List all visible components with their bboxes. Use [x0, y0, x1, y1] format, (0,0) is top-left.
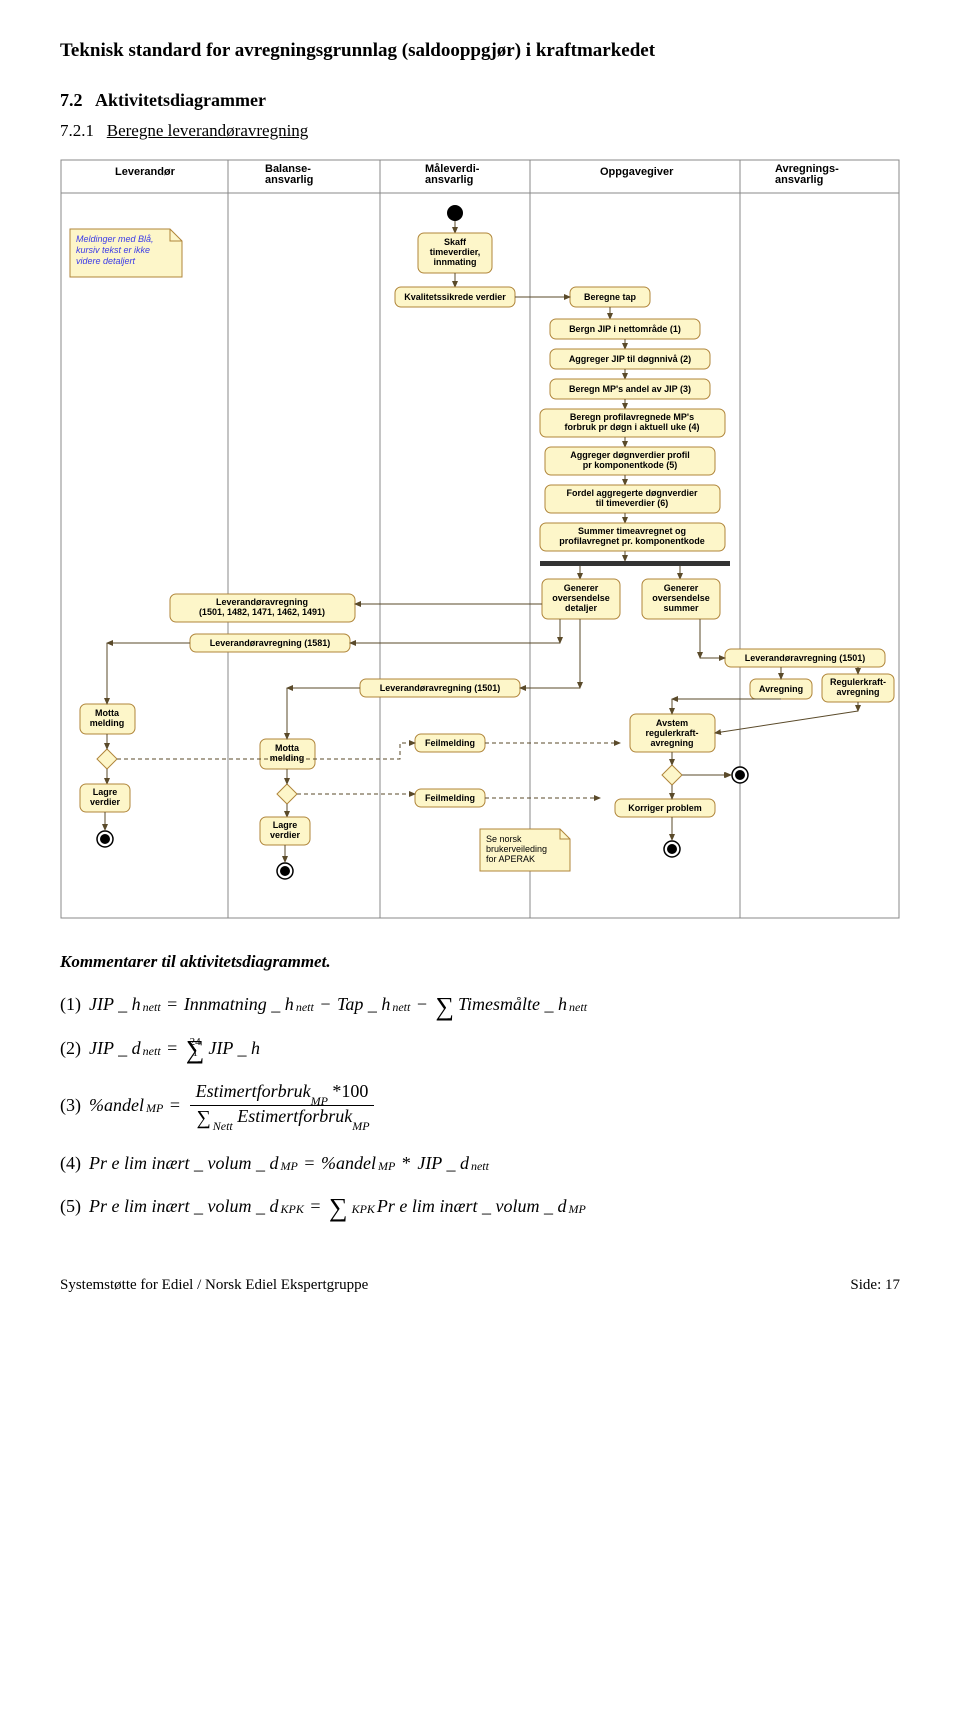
comment-heading: Kommentarer til aktivitetsdiagrammet.	[60, 952, 900, 972]
footer-left: Systemstøtte for Ediel / Norsk Ediel Eks…	[60, 1277, 368, 1294]
lane-0: Leverandør	[115, 166, 176, 178]
svg-text:Aggreger JIP til døgnnivå (2): Aggreger JIP til døgnnivå (2)	[569, 354, 691, 364]
formula-1: (1) JIP _ hnett = Innmatning _ hnett − T…	[60, 994, 900, 1015]
svg-text:Beregn MP's andel av JIP (3): Beregn MP's andel av JIP (3)	[569, 384, 691, 394]
formula-5: (5) Pr e lim inært _ volum _ dKPK = ∑KPK…	[60, 1196, 900, 1217]
h2-num: 7.2	[60, 90, 83, 110]
act-korr: Korriger problem	[628, 803, 702, 813]
svg-text:Regulerkraft-avregning: Regulerkraft-avregning	[830, 677, 886, 697]
footer-right: Side: 17	[850, 1277, 900, 1294]
act-kval: Kvalitetssikrede verdier	[404, 292, 506, 302]
formulas-block: (1) JIP _ hnett = Innmatning _ hnett − T…	[60, 994, 900, 1217]
act-avregn: Avregning	[759, 684, 803, 694]
section-heading-3: 7.2.1 Beregne leverandøravregning	[60, 121, 900, 141]
svg-text:Leverandøravregning(1501, 1482: Leverandøravregning(1501, 1482, 1471, 14…	[199, 597, 325, 617]
formula-4: (4) Pr e lim inært _ volum _ dMP = %ande…	[60, 1153, 900, 1174]
formula-2: (2) JIP _ dnett = 24 ∑ 1 JIP _ h	[60, 1037, 900, 1059]
svg-text:Beregn profilavregnede MP'sfor: Beregn profilavregnede MP'sforbruk pr dø…	[564, 412, 699, 432]
svg-text:Aggreger døgnverdier profilpr: Aggreger døgnverdier profilpr komponentk…	[570, 450, 690, 470]
activity-diagram: Leverandør Balanse-ansvarlig Måleverdi-a…	[60, 159, 900, 924]
act-feil2: Feilmelding	[425, 793, 475, 803]
svg-text:Summer timeavregnet ogprofilav: Summer timeavregnet ogprofilavregnet pr.…	[559, 526, 705, 546]
act-lev-1501a: Leverandøravregning (1501)	[380, 683, 501, 693]
svg-text:Balanse-ansvarlig: Balanse-ansvarlig	[265, 163, 313, 186]
svg-text:Bergn JIP i nettområde (1): Bergn JIP i nettområde (1)	[569, 324, 681, 334]
note-aperak: Se norskbrukerveiledingfor APERAK	[480, 829, 570, 871]
note-blue: Meldinger med Blå,kursiv tekst er ikkevi…	[70, 229, 182, 277]
svg-text:Lagreverdier: Lagreverdier	[270, 820, 301, 840]
lane-3: Oppgavegiver	[600, 166, 674, 178]
svg-text:Måleverdi-ansvarlig: Måleverdi-ansvarlig	[425, 163, 480, 186]
act-feil1: Feilmelding	[425, 738, 475, 748]
h3-num: 7.2.1	[60, 121, 94, 140]
act-lev-1581: Leverandøravregning (1581)	[210, 638, 331, 648]
section-heading-2: 7.2 Aktivitetsdiagrammer	[60, 90, 900, 111]
h2-text: Aktivitetsdiagrammer	[95, 90, 266, 110]
doc-title: Teknisk standard for avregningsgrunnlag …	[60, 40, 900, 62]
act-lev-1501b: Leverandøravregning (1501)	[745, 653, 866, 663]
formula-3: (3) %andelMP = EstimertforbrukMP *100 ∑N…	[60, 1081, 900, 1131]
h3-text: Beregne leverandøravregning	[107, 121, 309, 140]
act-tap: Beregne tap	[584, 292, 637, 302]
svg-text:Lagreverdier: Lagreverdier	[90, 787, 121, 807]
page-footer: Systemstøtte for Ediel / Norsk Ediel Eks…	[60, 1277, 900, 1294]
